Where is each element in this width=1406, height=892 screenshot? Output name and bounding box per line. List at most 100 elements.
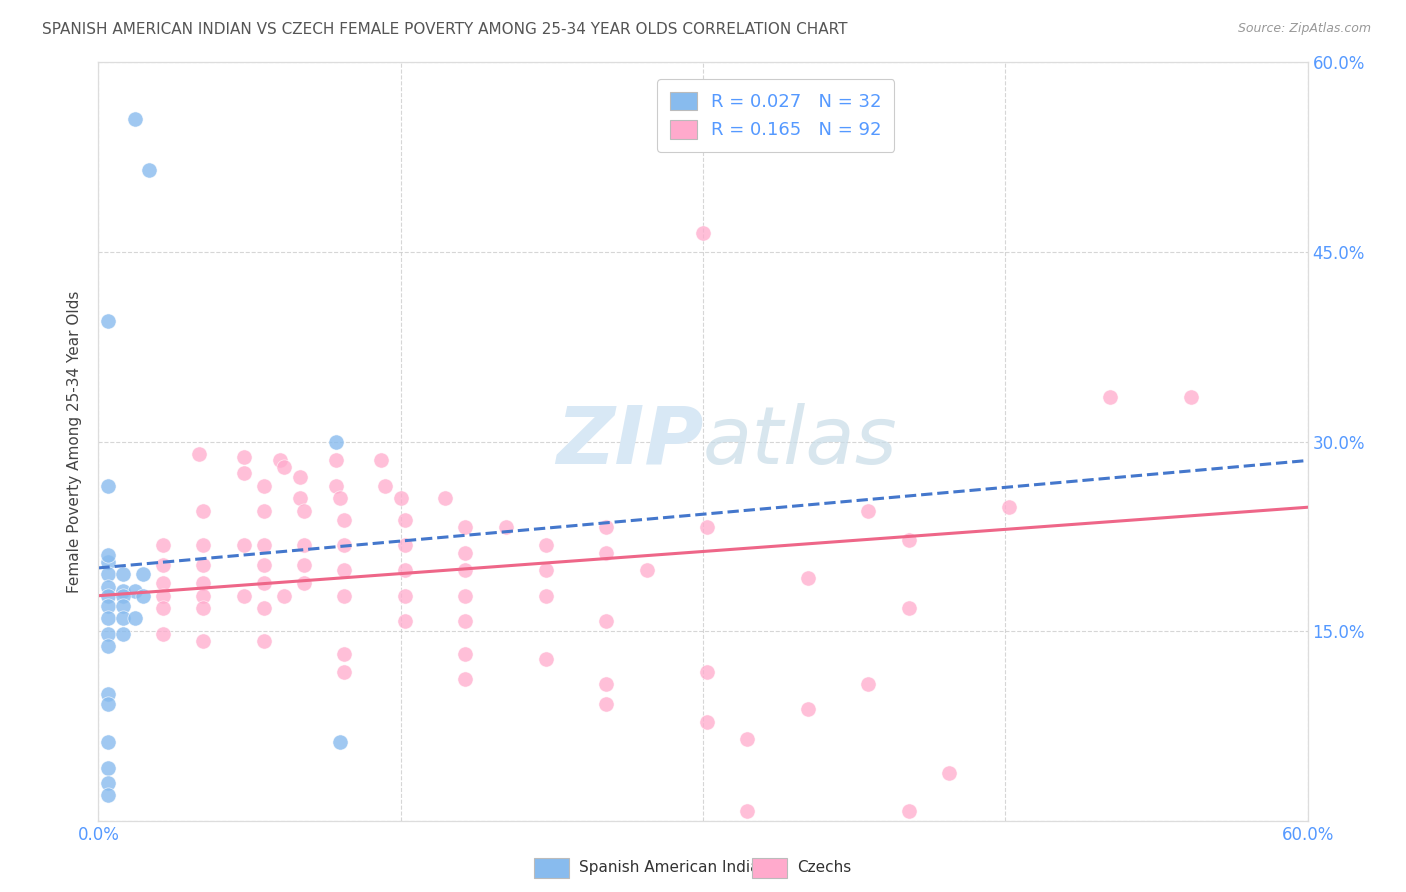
- Point: [595, 698, 617, 712]
- Point: [111, 626, 134, 640]
- Point: [97, 599, 120, 613]
- Point: [329, 491, 352, 506]
- Point: [692, 226, 714, 240]
- Point: [454, 564, 477, 578]
- Point: [394, 614, 416, 628]
- Point: [595, 520, 617, 534]
- Point: [534, 652, 557, 666]
- Point: [124, 112, 146, 127]
- Point: [97, 760, 120, 774]
- Y-axis label: Female Poverty Among 25-34 Year Olds: Female Poverty Among 25-34 Year Olds: [67, 291, 83, 592]
- Point: [97, 555, 120, 569]
- Point: [253, 634, 276, 648]
- Point: [269, 453, 291, 467]
- Point: [152, 558, 174, 573]
- Text: Spanish American Indians: Spanish American Indians: [579, 861, 778, 875]
- Point: [97, 548, 120, 563]
- Point: [97, 314, 120, 328]
- Point: [333, 665, 356, 679]
- Point: [394, 589, 416, 603]
- Point: [595, 546, 617, 560]
- Point: [292, 538, 315, 552]
- Point: [232, 450, 254, 464]
- Point: [333, 647, 356, 661]
- Point: [696, 715, 718, 730]
- Point: [998, 500, 1021, 515]
- Point: [152, 538, 174, 552]
- Point: [737, 731, 759, 746]
- Point: [138, 162, 160, 177]
- Point: [288, 491, 311, 506]
- Legend: R = 0.027   N = 32, R = 0.165   N = 92: R = 0.027 N = 32, R = 0.165 N = 92: [657, 79, 894, 152]
- Point: [333, 538, 356, 552]
- Point: [374, 479, 396, 493]
- Point: [897, 601, 920, 615]
- Point: [132, 589, 155, 603]
- Point: [193, 538, 215, 552]
- Point: [595, 677, 617, 691]
- Point: [97, 735, 120, 749]
- Point: [97, 567, 120, 582]
- Point: [534, 564, 557, 578]
- Point: [454, 647, 477, 661]
- Point: [288, 470, 311, 484]
- Point: [333, 564, 356, 578]
- Point: [253, 538, 276, 552]
- Point: [858, 504, 880, 518]
- Text: ZIP: ZIP: [555, 402, 703, 481]
- Point: [111, 599, 134, 613]
- Point: [394, 538, 416, 552]
- Point: [454, 520, 477, 534]
- Point: [97, 626, 120, 640]
- Point: [434, 491, 457, 506]
- Point: [495, 520, 517, 534]
- Point: [253, 558, 276, 573]
- Point: [232, 538, 254, 552]
- Point: [193, 589, 215, 603]
- Point: [97, 479, 120, 493]
- Point: [454, 614, 477, 628]
- Text: SPANISH AMERICAN INDIAN VS CZECH FEMALE POVERTY AMONG 25-34 YEAR OLDS CORRELATIO: SPANISH AMERICAN INDIAN VS CZECH FEMALE …: [42, 22, 848, 37]
- Point: [394, 513, 416, 527]
- Point: [329, 735, 352, 749]
- Point: [333, 513, 356, 527]
- Point: [454, 546, 477, 560]
- Text: Czechs: Czechs: [797, 861, 852, 875]
- Point: [124, 611, 146, 625]
- Point: [325, 434, 347, 449]
- Point: [292, 576, 315, 591]
- Point: [97, 639, 120, 653]
- Point: [595, 614, 617, 628]
- Point: [111, 589, 134, 603]
- Point: [273, 589, 295, 603]
- Point: [333, 589, 356, 603]
- Point: [111, 611, 134, 625]
- Text: Source: ZipAtlas.com: Source: ZipAtlas.com: [1237, 22, 1371, 36]
- Point: [193, 504, 215, 518]
- Point: [253, 479, 276, 493]
- Point: [152, 626, 174, 640]
- Point: [111, 567, 134, 582]
- Point: [273, 459, 295, 474]
- Point: [292, 504, 315, 518]
- Point: [370, 453, 392, 467]
- Point: [193, 558, 215, 573]
- Point: [193, 601, 215, 615]
- Point: [97, 687, 120, 701]
- Point: [292, 558, 315, 573]
- Point: [394, 564, 416, 578]
- Point: [232, 466, 254, 480]
- Point: [636, 564, 658, 578]
- Point: [132, 567, 155, 582]
- Point: [188, 447, 211, 461]
- Point: [124, 583, 146, 598]
- Point: [454, 672, 477, 686]
- Point: [97, 580, 120, 594]
- Point: [1180, 390, 1202, 404]
- Point: [97, 589, 120, 603]
- Point: [325, 453, 347, 467]
- Point: [534, 589, 557, 603]
- Point: [454, 589, 477, 603]
- Point: [152, 589, 174, 603]
- Point: [152, 576, 174, 591]
